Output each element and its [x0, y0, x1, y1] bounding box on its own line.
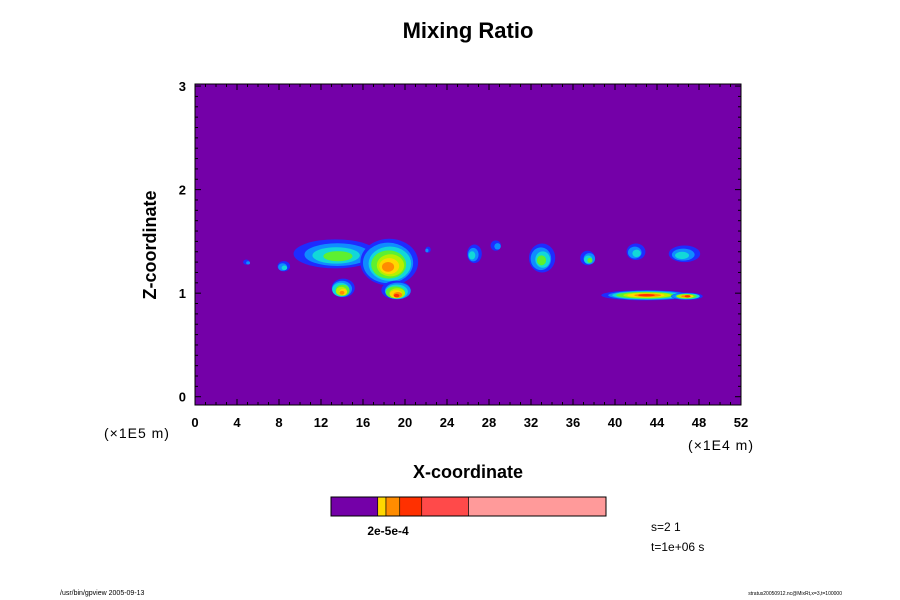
- y-axis-ticks: 0 1 2 3: [179, 79, 741, 405]
- x-tick-label: 0: [191, 415, 198, 430]
- colorbar: [330, 496, 607, 517]
- colorbar-segment: [399, 496, 423, 517]
- chart-title: Mixing Ratio: [403, 18, 534, 43]
- colorbar-segment: [421, 496, 469, 517]
- x-tick-label: 36: [566, 415, 580, 430]
- mixing-ratio-field: [243, 238, 703, 301]
- contour-region: [536, 255, 547, 266]
- x-tick-label: 28: [482, 415, 496, 430]
- contour-region: [468, 251, 476, 260]
- x-axis-label: X-coordinate: [413, 462, 523, 482]
- x-tick-label: 24: [440, 415, 455, 430]
- x-tick-label: 4: [233, 415, 241, 430]
- footer-source: stratus20050912.nc@MixRt,x=3,t=100000: [748, 591, 842, 597]
- contour-region: [638, 294, 655, 297]
- plot-area: [195, 84, 741, 405]
- contour-region: [675, 251, 690, 260]
- y-scale-note: (×1E5 m): [104, 425, 170, 441]
- footer-command: /usr/bin/gpview 2005-09-13: [60, 590, 145, 597]
- y-tick-label: 3: [179, 79, 186, 94]
- x-tick-label: 16: [356, 415, 370, 430]
- contour-region: [246, 261, 251, 265]
- contour-region: [587, 257, 593, 263]
- contour-region: [323, 251, 353, 262]
- y-tick-label: 2: [179, 183, 186, 198]
- x-tick-label: 20: [398, 415, 412, 430]
- x-tick-label: 48: [692, 415, 706, 430]
- colorbar-segment: [330, 496, 379, 517]
- contour-region: [393, 293, 400, 298]
- x-tick-label: 52: [734, 415, 748, 430]
- colorbar-segment: [385, 496, 401, 517]
- colorbar-frame: [330, 496, 607, 517]
- step-annotation: s=2 1: [651, 520, 681, 534]
- colorbar-labels: 2e-5e-4: [367, 524, 409, 538]
- x-axis-ticks: 0 4 8 12 16 20 24 28 32 36 40 44 48 52: [191, 84, 748, 430]
- contour-region: [381, 261, 395, 272]
- x-tick-label: 32: [524, 415, 538, 430]
- time-annotation: t=1e+06 s: [651, 540, 705, 554]
- colorbar-segment: [377, 496, 387, 517]
- x-tick-label: 40: [608, 415, 622, 430]
- y-tick-label: 1: [179, 286, 186, 301]
- contour-region: [684, 295, 691, 298]
- y-axis-label: Z-coordinate: [140, 190, 160, 299]
- contour-region: [494, 243, 501, 250]
- x-tick-label: 12: [314, 415, 328, 430]
- y-tick-label: 0: [179, 390, 186, 405]
- x-scale-note: (×1E4 m): [688, 437, 754, 453]
- contour-region: [425, 248, 429, 253]
- colorbar-segment: [468, 496, 607, 517]
- contour-region: [281, 265, 288, 271]
- contour-region: [339, 290, 345, 295]
- x-tick-label: 44: [650, 415, 665, 430]
- contour-region: [632, 249, 641, 258]
- x-tick-label: 8: [275, 415, 282, 430]
